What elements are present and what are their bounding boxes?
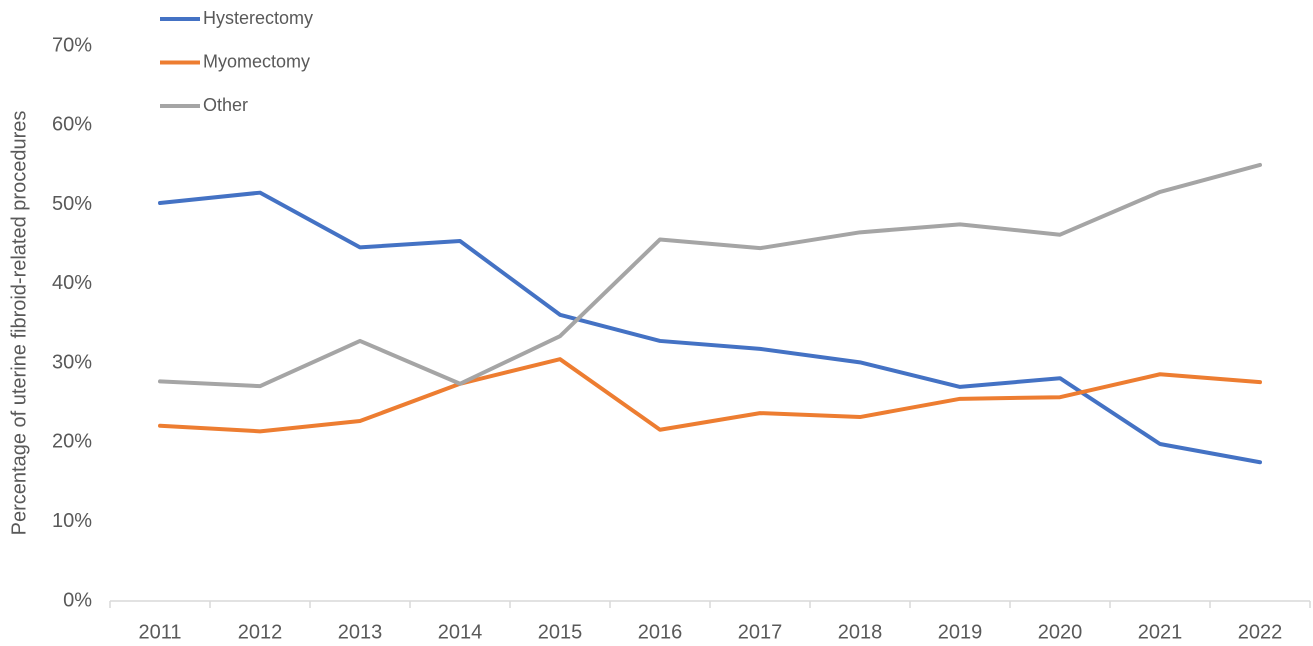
x-tick-label: 2018 <box>838 621 883 643</box>
x-tick-label: 2021 <box>1138 621 1183 643</box>
x-tick-label: 2017 <box>738 621 783 643</box>
series-line <box>158 162 1262 389</box>
y-tick-label: 50% <box>52 193 92 215</box>
y-tick-label: 10% <box>52 510 92 532</box>
x-tick-label: 2011 <box>138 621 181 643</box>
x-tick-label: 2020 <box>1038 621 1083 643</box>
x-tick-label: 2013 <box>338 621 383 643</box>
y-tick-label: 0% <box>63 589 92 611</box>
x-tick-label: 2016 <box>638 621 683 643</box>
legend-label: Other <box>203 95 248 115</box>
series-line <box>158 190 1262 465</box>
legend-label: Myomectomy <box>203 51 310 71</box>
legend-label: Hysterectomy <box>203 8 313 28</box>
y-tick-label: 60% <box>52 114 92 136</box>
series-line <box>158 357 1262 434</box>
x-tick-label: 2014 <box>438 621 483 643</box>
y-tick-label: 40% <box>52 272 92 294</box>
y-tick-label: 20% <box>52 431 92 453</box>
y-tick-label: 70% <box>52 34 92 56</box>
x-tick-label: 2022 <box>1238 621 1283 643</box>
x-tick-label: 2015 <box>538 621 583 643</box>
x-tick-label: 2012 <box>238 621 283 643</box>
x-tick-label: 2019 <box>938 621 983 643</box>
y-axis-title: Percentage of uterine fibroid-related pr… <box>8 111 30 536</box>
y-tick-label: 30% <box>52 351 92 373</box>
